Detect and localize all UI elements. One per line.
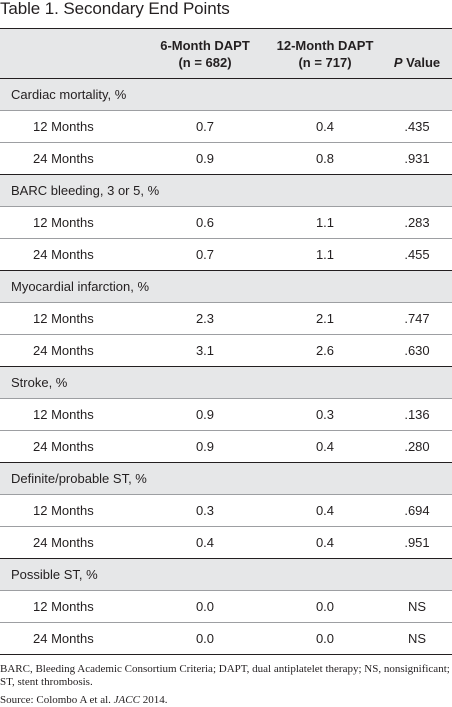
- table-row: 24 Months 0.7 1.1 .455: [0, 238, 452, 270]
- cell-6-month: 0.9: [195, 151, 215, 166]
- cell-12-month: 0.4: [315, 439, 335, 454]
- cell-6-month: 0.7: [195, 119, 215, 134]
- cell-p-value: .435: [404, 119, 430, 134]
- source-prefix: Source: Colombo A et al.: [0, 694, 114, 706]
- row-label: 24 Months: [33, 343, 94, 358]
- cell-p-value: .455: [404, 247, 430, 262]
- cell-12-month: 0.8: [315, 151, 335, 166]
- group-header-row: Definite/probable ST, %: [0, 462, 452, 494]
- cell-12-month: 0.4: [315, 535, 335, 550]
- header-6-month-dapt: 6-Month DAPT (n = 682): [150, 37, 260, 71]
- table-row: 12 Months 0.9 0.3 .136: [0, 398, 452, 430]
- row-label: 24 Months: [33, 535, 94, 550]
- group-header-row: Cardiac mortality, %: [0, 78, 452, 110]
- header-p-italic: P: [393, 55, 403, 70]
- table-number: Table 1.: [0, 0, 59, 18]
- cell-12-month: 0.4: [315, 119, 335, 134]
- cell-12-month: 2.1: [315, 311, 335, 326]
- table-row: 24 Months 0.4 0.4 .951: [0, 526, 452, 558]
- table-title: Table 1. Secondary End Points: [0, 0, 230, 17]
- table-row: 12 Months 0.7 0.4 .435: [0, 110, 452, 142]
- table-row: 12 Months 2.3 2.1 .747: [0, 302, 452, 334]
- table-bottom-rule: [0, 654, 452, 655]
- cell-6-month: 0.6: [195, 215, 215, 230]
- source-year: 2014.: [139, 694, 168, 706]
- table-body: Cardiac mortality, % 12 Months 0.7 0.4 .435 2…: [0, 78, 452, 654]
- cell-6-month: 0.3: [195, 503, 215, 518]
- row-label: 24 Months: [33, 439, 94, 454]
- abbreviations-footnote: BARC, Bleeding Academic Consortium Crite…: [0, 663, 450, 688]
- cell-12-month: 0.0: [315, 599, 335, 614]
- table-title-text: Secondary End Points: [63, 0, 230, 18]
- table-row: 12 Months 0.6 1.1 .283: [0, 206, 452, 238]
- header-6-month-n: (n = 682): [178, 55, 232, 70]
- cell-12-month: 0.3: [315, 407, 335, 422]
- table-row: 24 Months 0.0 0.0 NS: [0, 622, 452, 654]
- group-label: Definite/probable ST, %: [11, 471, 147, 486]
- cell-6-month: 0.9: [195, 439, 215, 454]
- group-header-row: Stroke, %: [0, 366, 452, 398]
- row-label: 12 Months: [33, 407, 94, 422]
- group-header-row: Possible ST, %: [0, 558, 452, 590]
- header-p-value: P Value: [386, 54, 448, 71]
- group-label: Possible ST, %: [11, 567, 98, 582]
- cell-p-value: .283: [404, 215, 430, 230]
- row-label: 12 Months: [33, 215, 94, 230]
- row-label: 12 Months: [33, 599, 94, 614]
- row-label: 24 Months: [33, 151, 94, 166]
- cell-6-month: 0.0: [195, 599, 215, 614]
- header-12-month-n: (n = 717): [298, 55, 352, 70]
- cell-p-value: NS: [407, 631, 427, 646]
- group-label: Cardiac mortality, %: [11, 87, 127, 102]
- row-label: 24 Months: [33, 631, 94, 646]
- table-header: 6-Month DAPT (n = 682) 12-Month DAPT (n …: [0, 28, 452, 78]
- cell-p-value: NS: [407, 599, 427, 614]
- cell-6-month: 3.1: [195, 343, 215, 358]
- header-12-month-dapt: 12-Month DAPT (n = 717): [266, 37, 384, 71]
- group-label: BARC bleeding, 3 or 5, %: [11, 183, 160, 198]
- secondary-end-points-table: 6-Month DAPT (n = 682) 12-Month DAPT (n …: [0, 28, 452, 655]
- header-p-rest: Value: [402, 55, 441, 70]
- cell-12-month: 0.4: [315, 503, 335, 518]
- cell-12-month: 1.1: [315, 215, 335, 230]
- cell-p-value: .280: [404, 439, 430, 454]
- cell-12-month: 0.0: [315, 631, 335, 646]
- cell-6-month: 0.9: [195, 407, 215, 422]
- group-header-row: Myocardial infarction, %: [0, 270, 452, 302]
- table-row: 24 Months 0.9 0.4 .280: [0, 430, 452, 462]
- table-row: 12 Months 0.0 0.0 NS: [0, 590, 452, 622]
- source-footnote: Source: Colombo A et al. JACC 2014.: [0, 694, 452, 707]
- group-header-row: BARC bleeding, 3 or 5, %: [0, 174, 452, 206]
- cell-12-month: 2.6: [315, 343, 335, 358]
- group-label: Stroke, %: [11, 375, 68, 390]
- cell-p-value: .630: [404, 343, 430, 358]
- source-journal: JACC: [113, 694, 140, 706]
- group-label: Myocardial infarction, %: [11, 279, 149, 294]
- cell-6-month: 0.7: [195, 247, 215, 262]
- cell-p-value: .951: [404, 535, 430, 550]
- row-label: 24 Months: [33, 247, 94, 262]
- table-row: 24 Months 3.1 2.6 .630: [0, 334, 452, 366]
- row-label: 12 Months: [33, 119, 94, 134]
- cell-p-value: .931: [404, 151, 430, 166]
- cell-12-month: 1.1: [315, 247, 335, 262]
- cell-6-month: 0.0: [195, 631, 215, 646]
- row-label: 12 Months: [33, 311, 94, 326]
- cell-6-month: 0.4: [195, 535, 215, 550]
- table-row: 24 Months 0.9 0.8 .931: [0, 142, 452, 174]
- cell-p-value: .694: [404, 503, 430, 518]
- cell-p-value: .747: [404, 311, 430, 326]
- row-label: 12 Months: [33, 503, 94, 518]
- cell-p-value: .136: [404, 407, 430, 422]
- header-12-month-label: 12-Month DAPT: [276, 38, 374, 53]
- header-6-month-label: 6-Month DAPT: [160, 38, 250, 53]
- table-row: 12 Months 0.3 0.4 .694: [0, 494, 452, 526]
- cell-6-month: 2.3: [195, 311, 215, 326]
